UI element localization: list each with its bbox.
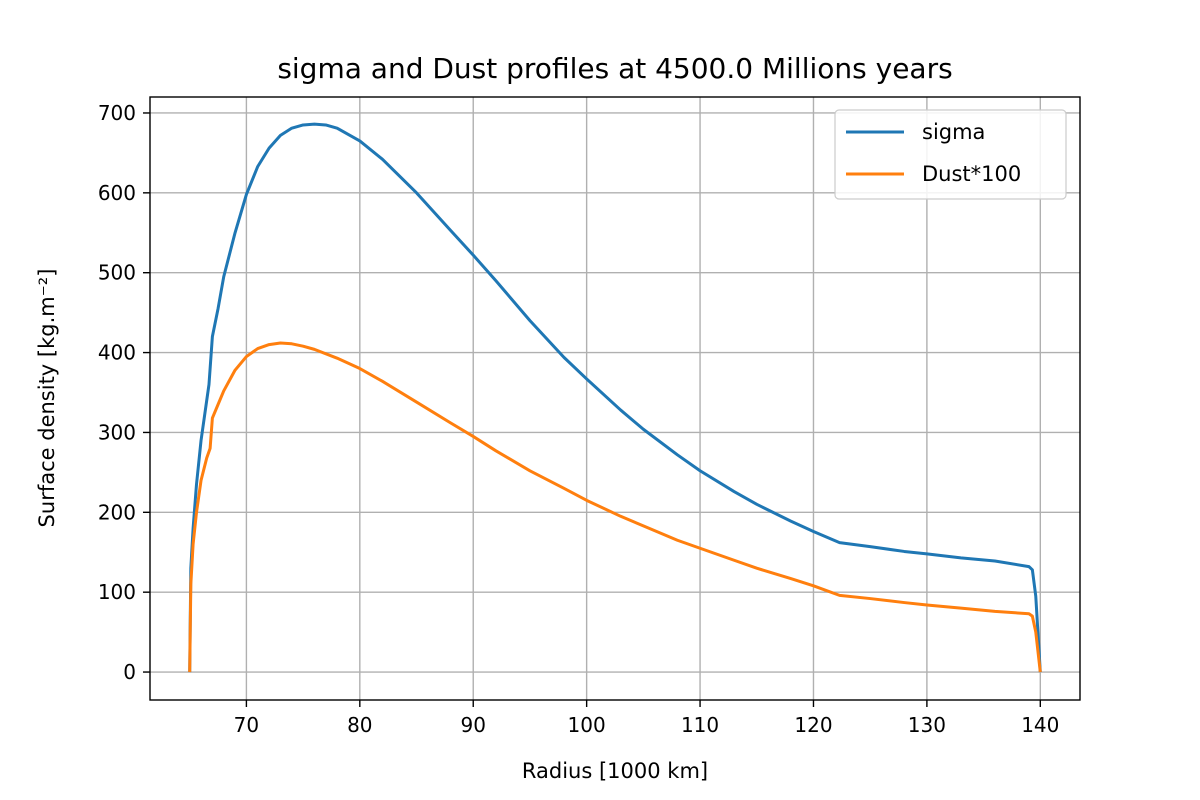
y-tick-label: 100	[98, 580, 136, 604]
y-tick-label: 0	[123, 660, 136, 684]
plot-frame	[149, 96, 1081, 701]
series-layer	[188, 122, 1042, 673]
x-tick-label: 130	[908, 713, 946, 737]
legend: sigma Dust*100	[834, 109, 1067, 200]
x-tick-label: 80	[347, 713, 372, 737]
y-tick-label: 600	[98, 181, 136, 205]
x-tick-label: 70	[234, 713, 259, 737]
x-ticks: 70 80 90 100 110 120 130 140	[234, 700, 1059, 737]
x-tick-label: 110	[681, 713, 719, 737]
y-tick-label: 200	[98, 500, 136, 524]
y-ticks: 0 100 200 300 400 500 600 700	[98, 101, 150, 684]
y-tick-label: 500	[98, 261, 136, 285]
x-tick-label: 120	[794, 713, 832, 737]
legend-label-dust: Dust*100	[922, 162, 1021, 186]
y-tick-label: 400	[98, 341, 136, 365]
series-line-dust	[188, 341, 1042, 673]
x-tick-label: 140	[1021, 713, 1059, 737]
chart-title: sigma and Dust profiles at 4500.0 Millio…	[277, 52, 952, 85]
x-tick-label: 100	[568, 713, 606, 737]
series-line-sigma	[188, 122, 1042, 673]
legend-label-sigma: sigma	[922, 120, 985, 144]
x-axis-label: Radius [1000 km]	[522, 759, 708, 783]
y-tick-label: 700	[98, 101, 136, 125]
y-tick-label: 300	[98, 420, 136, 444]
y-axis-label: Surface density [kg.m⁻²]	[35, 269, 59, 528]
x-tick-label: 90	[461, 713, 486, 737]
